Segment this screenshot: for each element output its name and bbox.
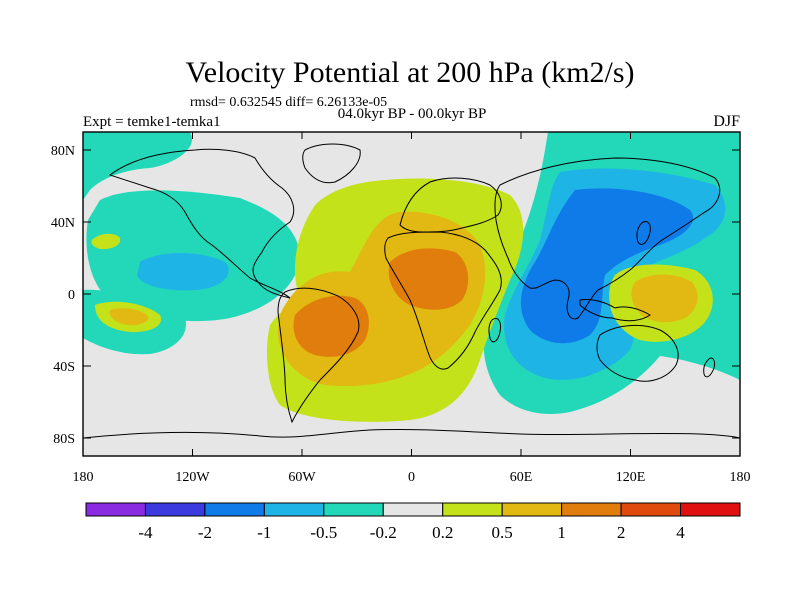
coast-greenland	[302, 143, 361, 184]
coastlines	[83, 143, 740, 439]
coast-africa	[384, 231, 502, 370]
colorbar-box	[620, 502, 682, 517]
coast-asia	[494, 157, 721, 320]
contour-neg-mid-east-pacific	[137, 253, 229, 291]
lon-label: 120W	[175, 470, 210, 485]
colorbar	[85, 502, 741, 517]
lat-label: 80N	[51, 144, 75, 159]
lat-label: 0	[68, 288, 75, 303]
lon-label: 0	[408, 470, 415, 485]
contour-pos-mid-west-pacific	[631, 274, 698, 323]
colorbar-box	[382, 502, 444, 517]
colorbar-label: -4	[138, 523, 153, 542]
contour-neg-weak-north-pacific	[83, 132, 192, 200]
coast-madagascar	[488, 317, 501, 343]
contour-pos-strong-south-america	[293, 295, 369, 357]
lon-label: 180	[73, 470, 94, 485]
colorbar-label: 2	[617, 523, 626, 542]
season-label: DJF	[713, 113, 740, 130]
colorbar-label: 1	[557, 523, 566, 542]
colorbar-label: -0.2	[370, 523, 397, 542]
map-panel	[83, 132, 740, 456]
colorbar-label: 4	[676, 523, 685, 542]
coast-new-zealand	[703, 357, 715, 378]
colorbar-box	[442, 502, 503, 517]
colorbar-box	[204, 502, 265, 517]
lat-label: 40N	[51, 216, 75, 231]
plot-title: Velocity Potential at 200 hPa (km2/s)	[185, 56, 634, 89]
colorbar-label: 0.2	[432, 523, 453, 542]
colorbar-label: 0.5	[492, 523, 513, 542]
lon-label: 180	[730, 470, 751, 485]
coast-north-america	[108, 148, 295, 299]
colorbar-box	[561, 502, 622, 517]
coast-japan	[636, 221, 651, 245]
experiment-label: Expt = temke1-temka1	[83, 114, 221, 130]
contour-pos-weak-north-pacific-small	[91, 233, 121, 250]
colorbar-box	[323, 502, 384, 517]
lat-label: 40S	[53, 360, 75, 375]
coast-antarctica	[83, 428, 740, 439]
colorbar-box	[144, 502, 206, 517]
lon-label: 120E	[616, 470, 646, 485]
contour-neg-weak-southeast-pacific	[710, 304, 740, 345]
contour-pos-strong-africa	[388, 248, 469, 310]
colorbar-box	[501, 502, 563, 517]
lat-label: 80S	[53, 432, 75, 447]
lon-axis: 180 120W 60W 0 60E 120E 180	[73, 132, 751, 485]
colorbar-label: -2	[198, 523, 212, 542]
coast-maritime-continent	[579, 299, 651, 322]
colorbar-label: -1	[257, 523, 271, 542]
lat-axis: 80N 40N 0 40S 80S	[51, 144, 740, 447]
stats-text: rmsd= 0.632545 diff= 6.26133e-05	[190, 95, 387, 110]
colorbar-box	[680, 502, 741, 517]
coast-south-america	[277, 287, 360, 424]
coast-australia	[596, 325, 679, 382]
lon-label: 60E	[510, 470, 533, 485]
lon-label: 60W	[288, 470, 316, 485]
colorbar-labels: -4 -2 -1 -0.5 -0.2 0.2 0.5 1 2 4	[138, 523, 685, 542]
colorbar-box	[263, 502, 325, 517]
period-label: 04.0kyr BP - 00.0kyr BP	[338, 106, 487, 122]
colorbar-label: -0.5	[310, 523, 337, 542]
colorbar-box	[85, 502, 146, 517]
contour-pos-mid-south-pacific	[109, 308, 149, 326]
